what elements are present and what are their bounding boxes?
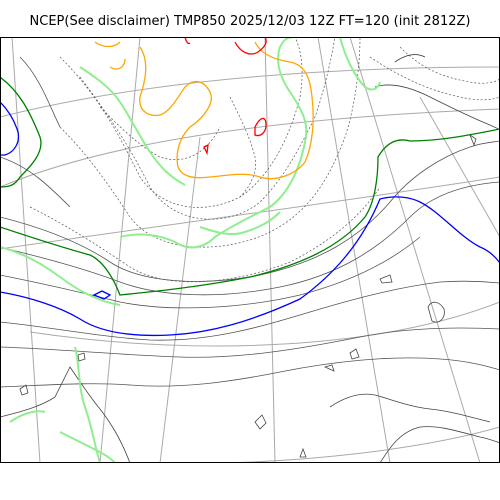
- latitude-line: [0, 108, 500, 188]
- isotherm-0: [0, 196, 500, 337]
- map-title: NCEP(See disclaimer) TMP850 2025/12/03 1…: [29, 14, 471, 29]
- island: [323, 364, 335, 372]
- isotherm-minus12-group: [0, 37, 381, 463]
- longitude-line: [317, 37, 391, 463]
- island: [427, 301, 445, 323]
- isotherm-thin: [0, 156, 71, 208]
- isotherm-minus30: [203, 143, 209, 156]
- isotherm-dotted: [59, 37, 303, 208]
- dotted-isotherms: [29, 37, 500, 283]
- island: [19, 384, 29, 396]
- isotherm-dotted: [229, 96, 256, 198]
- coastline-north-america: [374, 84, 500, 131]
- coastline-southeast: [379, 426, 500, 463]
- isotherm-minus6: [0, 76, 42, 188]
- latitude-line: [0, 66, 500, 118]
- isotherm-minus12: [59, 431, 116, 463]
- coastline-aleutian: [329, 393, 491, 423]
- isotherm-minus30: [234, 37, 267, 55]
- isotherm-minus30: [254, 117, 267, 137]
- isotherm-thin: [0, 236, 421, 309]
- longitude-line: [99, 37, 141, 463]
- isotherm-0: [92, 290, 112, 300]
- longitude-line: [419, 96, 500, 238]
- longitude-line: [159, 136, 201, 463]
- isotherm-dotted: [99, 106, 221, 160]
- isotherm-minus12: [119, 37, 308, 249]
- coastline-asia: [0, 366, 131, 463]
- isotherm-minus24: [94, 41, 121, 48]
- island: [469, 133, 477, 147]
- isotherm-thin: [0, 140, 500, 282]
- map-background: [0, 37, 500, 463]
- isotherm-minus12: [9, 410, 46, 423]
- latitude-line: [0, 176, 500, 250]
- isotherm-dotted: [399, 46, 500, 84]
- coastline-north: [394, 54, 426, 63]
- isotherm-minus24: [109, 58, 126, 70]
- latitude-line: [140, 426, 500, 463]
- island: [379, 274, 393, 284]
- longitude-line: [264, 37, 276, 463]
- isotherm-minus24: [139, 41, 314, 180]
- island: [299, 447, 307, 458]
- latitude-line: [29, 301, 500, 347]
- longitude-line: [349, 37, 481, 463]
- isotherm-minus12: [0, 246, 121, 306]
- isotherm-minus12: [74, 346, 101, 463]
- coastlines: [0, 54, 500, 463]
- longitude-line: [11, 37, 41, 463]
- isotherm-dotted: [79, 37, 336, 220]
- isotherm-minus24-group: [94, 41, 314, 180]
- isotherm-thin: [0, 280, 500, 341]
- isotherm-minus6-group: [0, 76, 500, 296]
- isotherm-minus12: [79, 66, 186, 186]
- isotherm-thin: [0, 357, 500, 388]
- temperature-map: [0, 37, 500, 463]
- isotherm-minus12: [199, 211, 281, 236]
- graticule: [0, 37, 500, 463]
- isotherm-dotted: [59, 37, 361, 248]
- isotherm-thin: [19, 56, 61, 128]
- isotherm-minus6: [0, 128, 500, 296]
- island: [77, 352, 86, 362]
- island: [254, 414, 267, 430]
- isotherm-0-group: [0, 101, 500, 337]
- isotherm-thin: [0, 327, 500, 358]
- isotherm-0: [0, 101, 20, 156]
- map-panel: [0, 37, 500, 463]
- isotherm-minus12: [339, 37, 381, 91]
- island: [349, 348, 360, 360]
